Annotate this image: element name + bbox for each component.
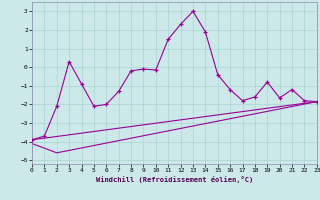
X-axis label: Windchill (Refroidissement éolien,°C): Windchill (Refroidissement éolien,°C) [96,176,253,183]
